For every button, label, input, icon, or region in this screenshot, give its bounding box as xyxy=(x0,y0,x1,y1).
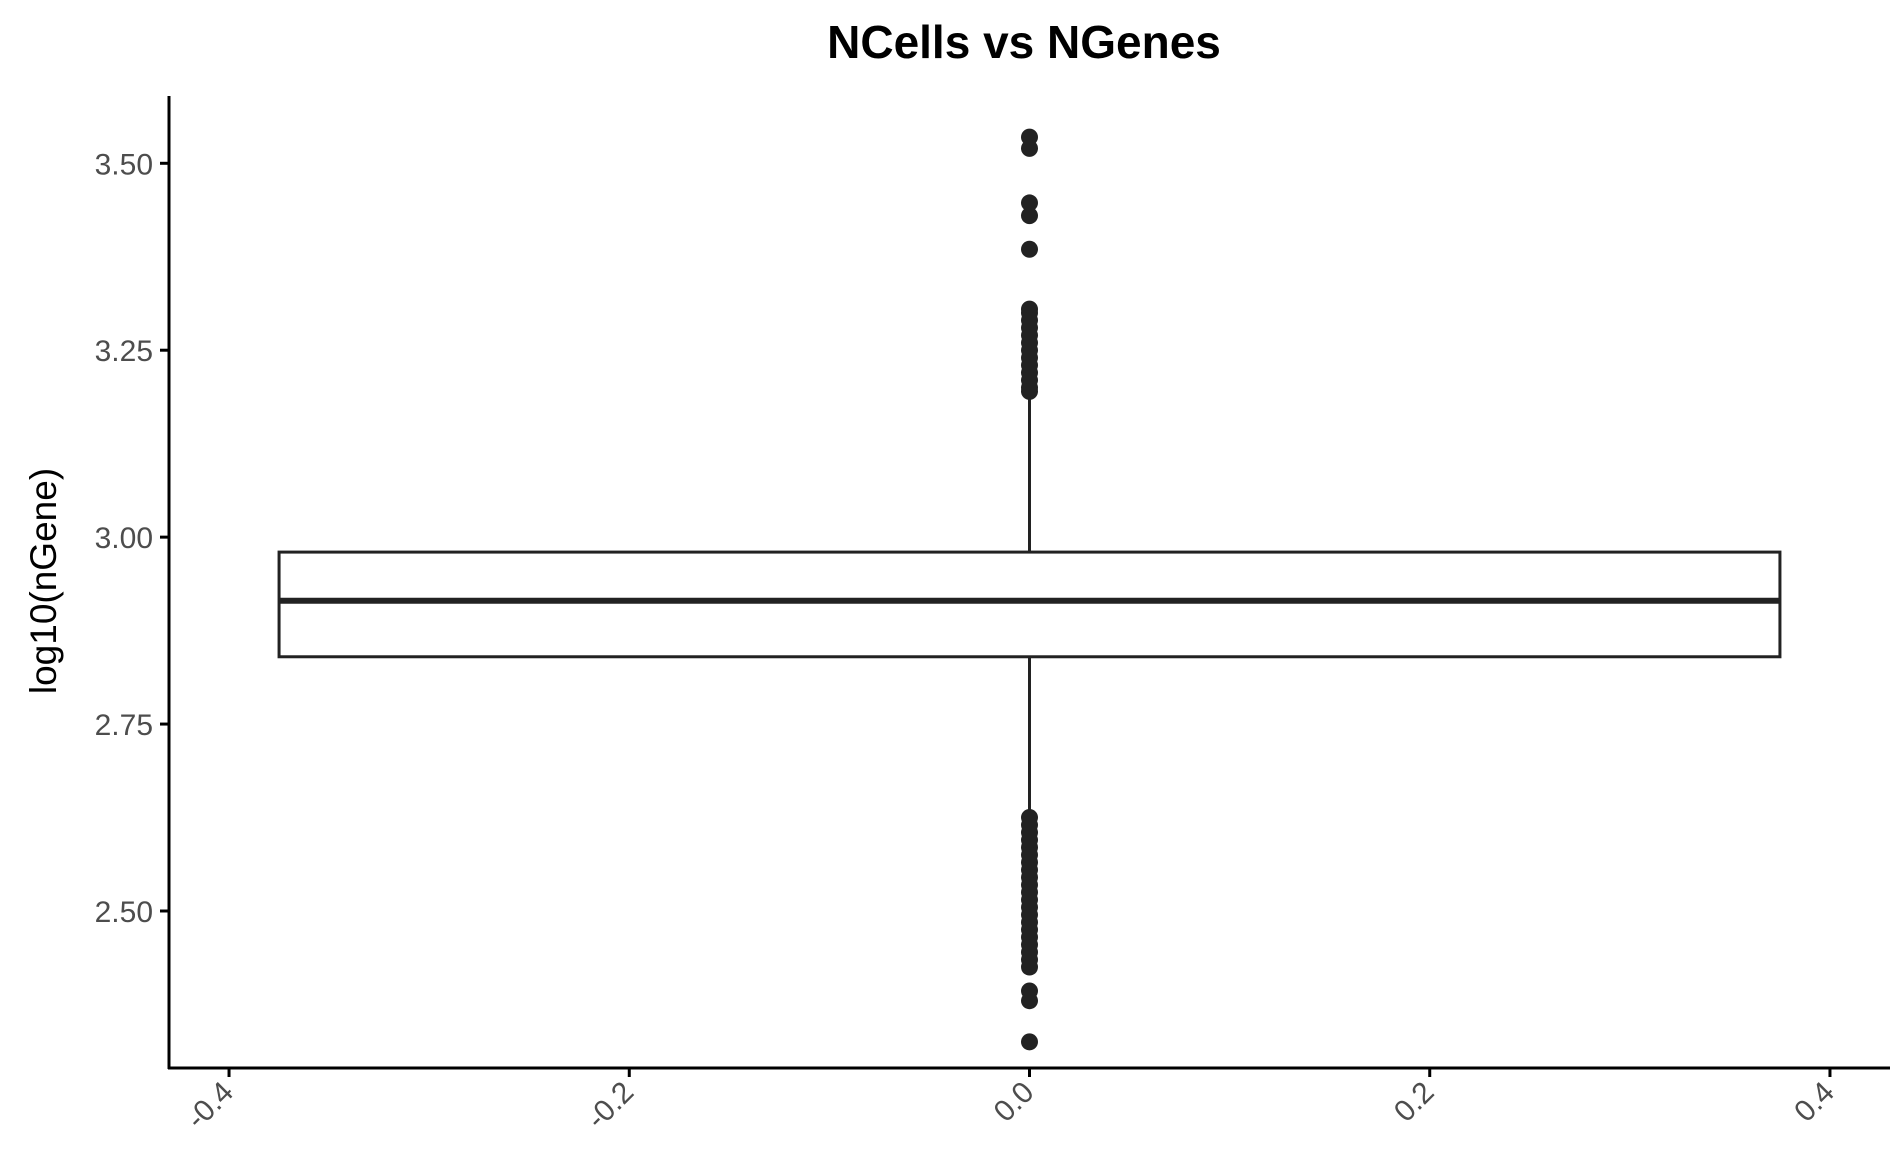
y-axis-title: log10(nGene) xyxy=(23,468,64,694)
box-body xyxy=(277,550,1782,659)
x-tick-label: -0.4 xyxy=(180,1076,240,1136)
outlier-point xyxy=(1021,958,1038,976)
outlier-point xyxy=(1021,139,1038,157)
chart-title: NCells vs NGenes xyxy=(827,16,1221,68)
outlier-point xyxy=(1021,194,1038,212)
y-axis: 2.50 2.75 3.00 3.25 3.50 xyxy=(95,96,171,1069)
outlier-point xyxy=(1021,382,1038,400)
outlier-point xyxy=(1021,1033,1038,1051)
x-axis: -0.4 -0.2 0.0 0.2 0.4 xyxy=(168,1066,1890,1136)
x-tick-label: 0.2 xyxy=(1388,1076,1441,1129)
y-tick-label: 3.50 xyxy=(95,148,153,181)
x-tick-label: 0.0 xyxy=(988,1076,1041,1129)
outlier-point xyxy=(1021,992,1038,1010)
x-tick-label: -0.2 xyxy=(580,1076,640,1136)
box-plot xyxy=(277,395,1782,814)
outlier-point xyxy=(1021,207,1038,225)
y-tick-label: 2.75 xyxy=(95,709,153,742)
x-tick-label: 0.4 xyxy=(1788,1076,1841,1129)
outlier-points xyxy=(1021,128,1038,1051)
y-tick-label: 2.50 xyxy=(95,896,153,929)
y-tick-label: 3.00 xyxy=(95,522,153,555)
y-tick-label: 3.25 xyxy=(95,335,153,368)
outlier-point xyxy=(1021,240,1038,258)
